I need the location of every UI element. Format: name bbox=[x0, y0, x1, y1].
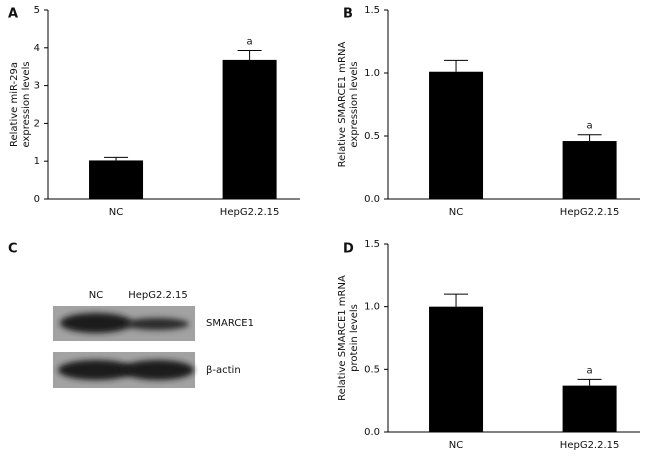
y-axis-label: Relative SMARCE1 mRNA bbox=[337, 275, 348, 401]
y-tick-label: 1.5 bbox=[364, 239, 380, 250]
x-tick-label: NC bbox=[109, 207, 123, 218]
y-axis-label: protein levels bbox=[349, 304, 360, 372]
significance-label: a bbox=[587, 365, 593, 376]
x-tick-label: HepG2.2.15 bbox=[560, 440, 620, 451]
panel-letter: D bbox=[343, 242, 354, 257]
y-tick-label: 1.0 bbox=[364, 302, 380, 313]
bar bbox=[89, 160, 144, 199]
lane-label: HepG2.2.15 bbox=[128, 290, 188, 301]
y-axis-label: expression levels bbox=[21, 61, 32, 147]
x-tick-label: NC bbox=[449, 207, 463, 218]
blot-panel: C NC HepG2.2.15 SMARCE1 β-actin bbox=[8, 242, 254, 388]
significance-label: a bbox=[247, 36, 253, 47]
y-tick-label: 0.0 bbox=[364, 427, 380, 438]
y-tick-label: 0.0 bbox=[364, 194, 380, 205]
bar bbox=[429, 306, 484, 432]
y-tick-label: 5 bbox=[34, 5, 40, 16]
panel-letter: C bbox=[8, 242, 18, 257]
x-tick-label: HepG2.2.15 bbox=[560, 207, 620, 218]
bar bbox=[222, 59, 277, 200]
y-tick-label: 0.5 bbox=[364, 131, 380, 142]
bar bbox=[562, 385, 617, 432]
y-axis-label: expression levels bbox=[349, 61, 360, 147]
panel-letter: B bbox=[343, 7, 353, 22]
y-tick-label: 0.5 bbox=[364, 364, 380, 375]
y-tick-label: 2 bbox=[34, 118, 40, 129]
band-label: β-actin bbox=[206, 365, 241, 376]
y-tick-label: 1.0 bbox=[364, 68, 380, 79]
x-tick-label: HepG2.2.15 bbox=[220, 207, 280, 218]
bar bbox=[562, 141, 617, 199]
band-label: SMARCE1 bbox=[206, 318, 254, 329]
band bbox=[125, 318, 189, 330]
band bbox=[60, 313, 132, 333]
band bbox=[58, 360, 134, 380]
y-axis-label: Relative SMARCE1 mRNA bbox=[337, 42, 348, 168]
y-axis-label: Relative miR-29a bbox=[9, 62, 20, 147]
y-tick-label: 1.5 bbox=[364, 5, 380, 16]
lane-label: NC bbox=[89, 290, 103, 301]
significance-label: a bbox=[587, 121, 593, 132]
panel-letter: A bbox=[8, 7, 18, 22]
y-tick-label: 4 bbox=[34, 43, 40, 54]
y-tick-label: 1 bbox=[34, 156, 40, 167]
y-tick-label: 3 bbox=[34, 81, 40, 92]
x-tick-label: NC bbox=[449, 440, 463, 451]
y-tick-label: 0 bbox=[34, 194, 40, 205]
band bbox=[122, 360, 194, 380]
bar bbox=[429, 71, 484, 199]
